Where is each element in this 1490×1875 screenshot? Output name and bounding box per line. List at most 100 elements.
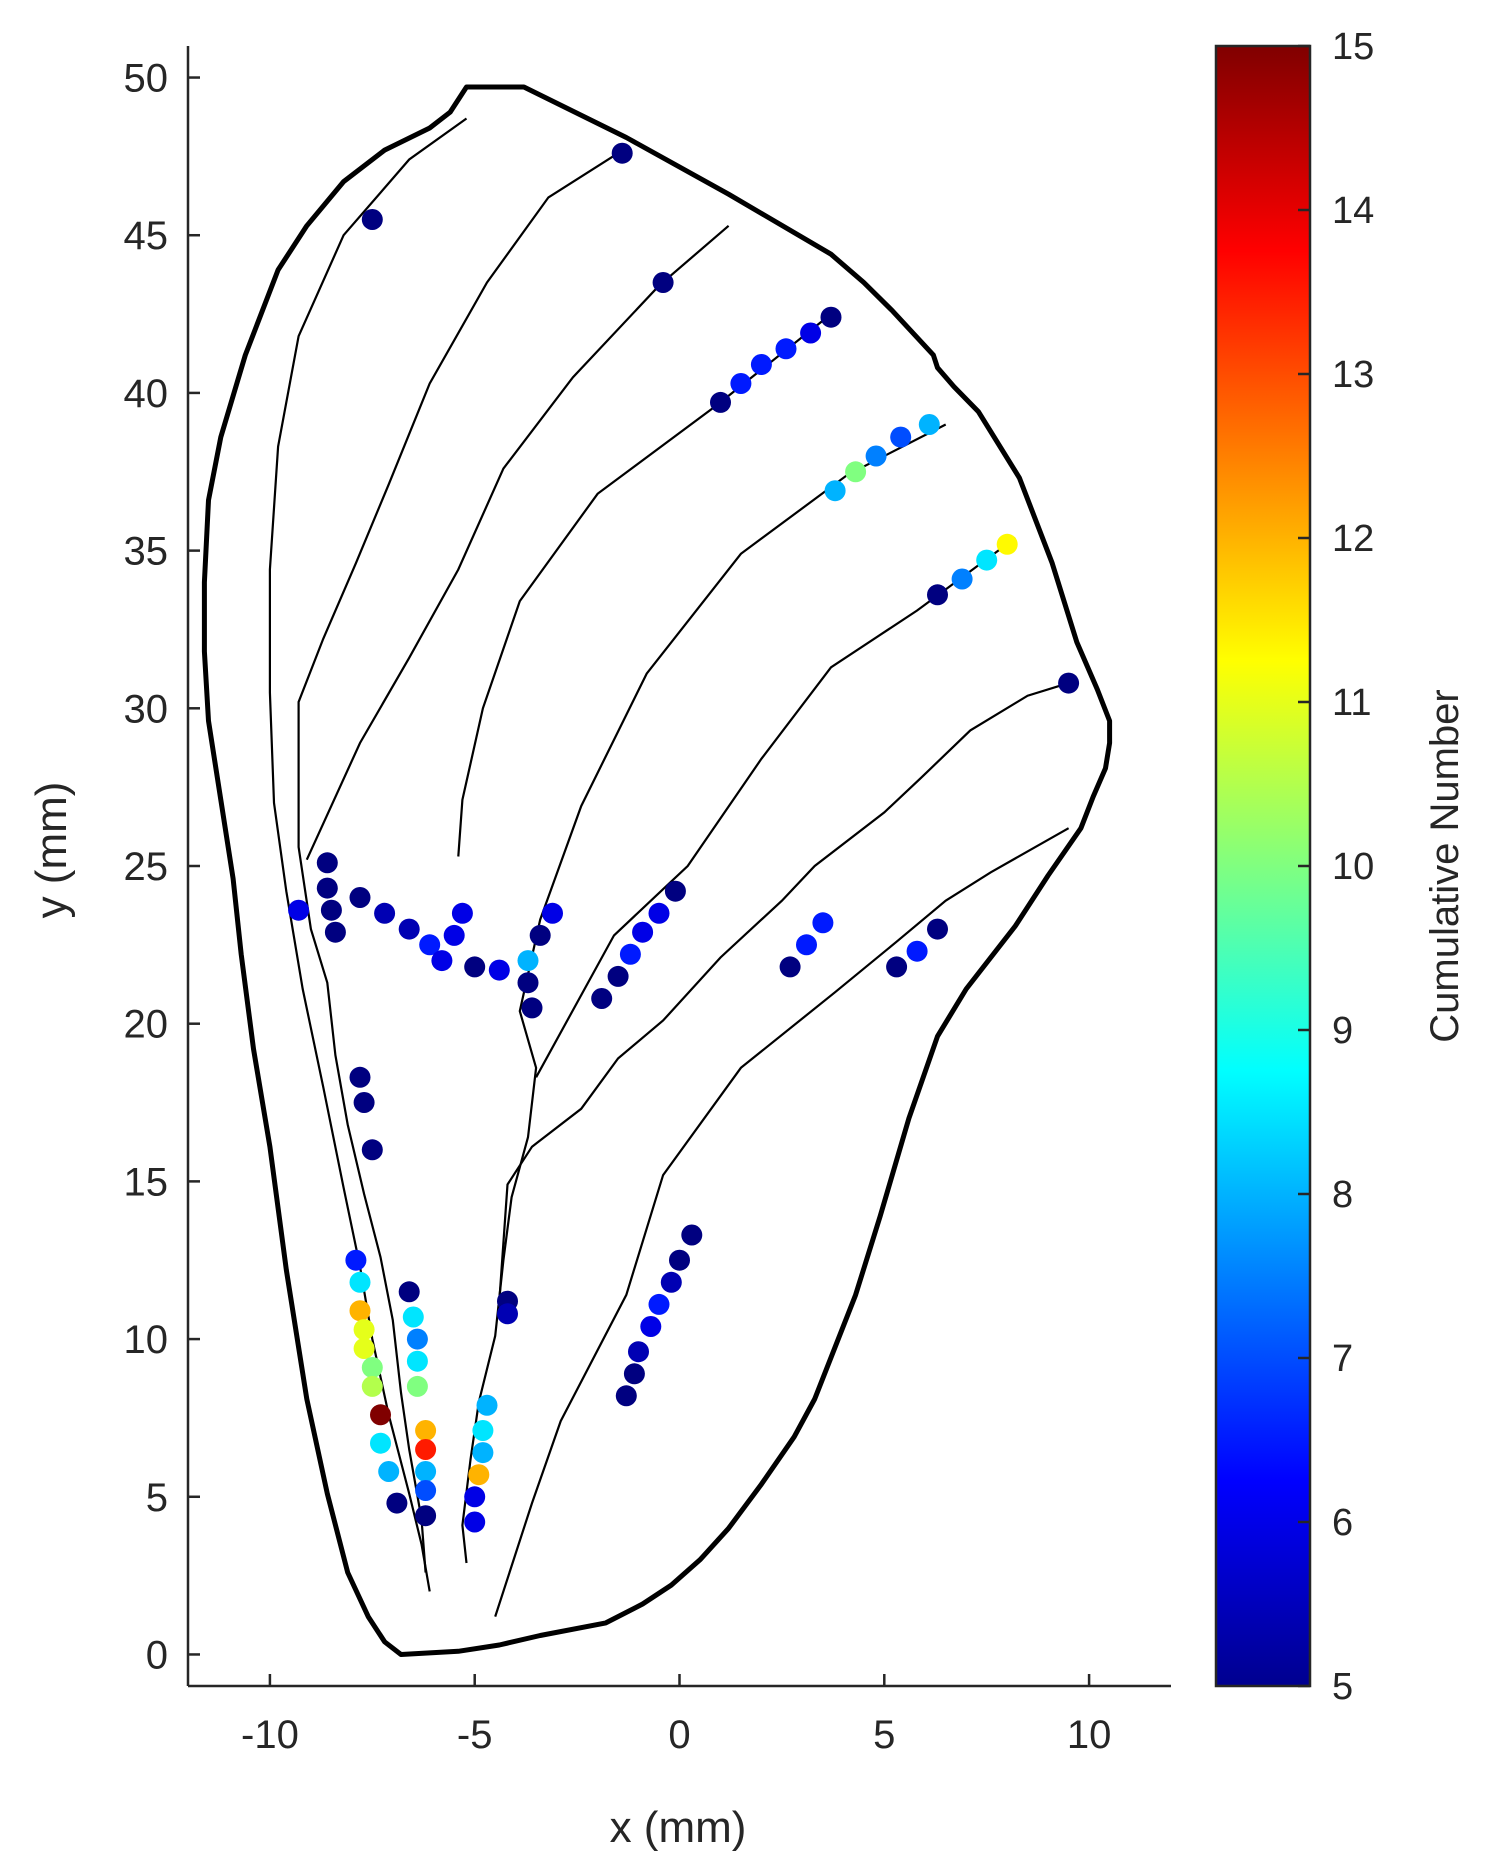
colorbar-tick-label: 8 [1332, 1174, 1353, 1216]
data-point [927, 584, 948, 606]
x-tick-label: 0 [668, 1713, 690, 1757]
data-point [800, 322, 822, 344]
data-point [619, 943, 641, 965]
data-point [996, 533, 1018, 555]
y-axis-label: y (mm) [27, 782, 76, 919]
data-point [415, 1505, 437, 1527]
y-tick-label: 25 [124, 845, 169, 889]
axes: -10 -5 0 5 10 0 5 10 15 20 25 30 35 40 45 50 [124, 46, 1171, 1757]
data-point [1058, 672, 1080, 694]
data-point [918, 414, 940, 435]
data-point [415, 1439, 437, 1460]
data-point [591, 988, 613, 1009]
colorbar-tick-label: 9 [1332, 1010, 1353, 1052]
data-point [406, 1328, 428, 1350]
data-point [951, 568, 973, 590]
data-point [607, 965, 629, 987]
data-point [845, 461, 867, 483]
data-point [345, 1249, 367, 1271]
data-point [320, 899, 342, 921]
data-point [349, 1300, 371, 1322]
y-tick-label: 0 [146, 1633, 168, 1677]
colorbar-tick-label: 15 [1332, 26, 1374, 68]
fiber-line-8 [494, 827, 1070, 1617]
y-tick-label: 20 [124, 1003, 169, 1047]
y-tick-label: 50 [124, 57, 169, 101]
data-point [615, 1385, 637, 1407]
data-point [398, 918, 420, 940]
y-tick-label: 40 [124, 372, 169, 416]
data-point [632, 921, 654, 943]
data-point [464, 1511, 486, 1533]
data-point [730, 373, 752, 394]
y-tick-label: 5 [146, 1476, 168, 1520]
data-point [628, 1341, 649, 1363]
colorbar-gradient [1214, 44, 1312, 1688]
data-point [890, 426, 912, 448]
data-point [361, 1357, 383, 1378]
data-point [820, 306, 842, 328]
data-point [415, 1461, 437, 1482]
data-point [906, 940, 928, 962]
colorbar-tick-label: 14 [1332, 190, 1374, 232]
fiber-line-6 [535, 537, 1017, 1078]
colorbar-tick-label: 7 [1332, 1338, 1353, 1380]
data-point [398, 1281, 420, 1303]
data-point [476, 1394, 498, 1416]
data-point [349, 1271, 371, 1293]
data-point [431, 950, 453, 972]
data-point [517, 950, 539, 972]
data-point [542, 902, 563, 924]
data-point [472, 1420, 494, 1441]
data-point [750, 354, 772, 375]
fiber-line-1 [268, 117, 468, 1592]
data-point [370, 1404, 391, 1426]
x-tick-label: -5 [457, 1713, 493, 1757]
data-point [779, 956, 801, 978]
y-tick-label: 15 [124, 1160, 169, 1204]
colorbar-tick-label: 5 [1332, 1666, 1353, 1708]
data-point [378, 1461, 400, 1482]
data-point [353, 1092, 375, 1113]
data-point [406, 1375, 428, 1397]
data-point [353, 1319, 375, 1341]
data-point [623, 1363, 645, 1385]
data-point [415, 1480, 437, 1501]
data-point [664, 880, 686, 902]
data-point [640, 1316, 662, 1337]
data-point [324, 921, 346, 943]
y-ticks: 0 5 10 15 20 25 30 35 40 45 50 [124, 57, 200, 1677]
colorbar-label: Cumulative Number [1423, 689, 1467, 1042]
muscle-outline [201, 84, 1113, 1657]
data-point [976, 549, 998, 571]
x-tick-label: -10 [241, 1713, 299, 1757]
x-axis-label: x (mm) [610, 1803, 747, 1852]
x-tick-label: 5 [873, 1713, 895, 1757]
data-point [472, 1442, 494, 1464]
data-point [517, 972, 539, 994]
y-tick-label: 10 [124, 1318, 169, 1362]
data-point [927, 918, 948, 940]
data-point [361, 1375, 383, 1397]
data-point [443, 924, 465, 946]
data-point [370, 1432, 391, 1454]
data-point [361, 209, 383, 230]
data-point [611, 142, 633, 164]
data-points [288, 142, 1080, 1533]
colorbar-tick-label: 11 [1332, 682, 1371, 724]
data-point [288, 899, 310, 921]
data-point [488, 959, 510, 981]
data-point [374, 902, 396, 924]
data-point [886, 956, 908, 978]
y-tick-label: 45 [124, 214, 169, 258]
x-tick-label: 10 [1067, 1713, 1112, 1757]
colorbar-tick-label: 12 [1332, 518, 1374, 560]
colorbar-ticks: 5 6 7 8 9 10 11 12 13 14 15 [1298, 26, 1374, 1708]
colorbar: 5 6 7 8 9 10 11 12 13 14 15 Cumulative Number [1214, 26, 1467, 1708]
data-point [521, 997, 543, 1019]
colorbar-tick-label: 6 [1332, 1502, 1353, 1544]
data-point [669, 1249, 690, 1271]
data-point [349, 1066, 371, 1088]
data-point [710, 391, 731, 413]
